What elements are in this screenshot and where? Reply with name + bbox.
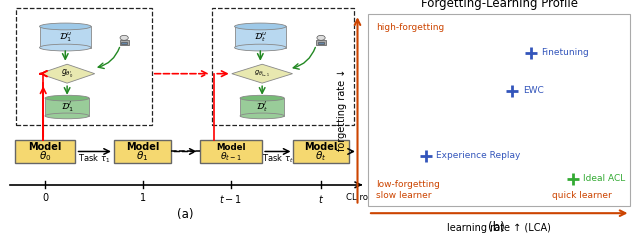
FancyBboxPatch shape bbox=[200, 140, 262, 163]
Polygon shape bbox=[40, 64, 95, 83]
Bar bbox=[235, 27, 286, 48]
Polygon shape bbox=[232, 64, 292, 83]
FancyBboxPatch shape bbox=[15, 140, 76, 163]
Ellipse shape bbox=[235, 23, 286, 30]
Text: Model: Model bbox=[126, 142, 159, 152]
Text: $t-1$: $t-1$ bbox=[220, 193, 243, 205]
Ellipse shape bbox=[235, 44, 286, 51]
Ellipse shape bbox=[40, 23, 91, 30]
Text: $\mathcal{D}_t^l$: $\mathcal{D}_t^l$ bbox=[256, 100, 268, 114]
Text: (a): (a) bbox=[177, 208, 193, 222]
Text: Finetuning: Finetuning bbox=[541, 48, 589, 57]
Bar bbox=[121, 42, 127, 44]
Text: Model: Model bbox=[216, 143, 246, 152]
Text: high-forgetting: high-forgetting bbox=[376, 23, 444, 32]
Text: forgetting rate ↓: forgetting rate ↓ bbox=[337, 69, 347, 151]
FancyBboxPatch shape bbox=[294, 140, 349, 163]
Text: $\theta_0$: $\theta_0$ bbox=[39, 149, 51, 163]
Text: 0: 0 bbox=[42, 193, 48, 203]
Text: Model: Model bbox=[28, 142, 61, 152]
Text: learning rate ↑ (LCA): learning rate ↑ (LCA) bbox=[447, 223, 551, 234]
Text: $g_{\theta_{t-1}^\prime}$: $g_{\theta_{t-1}^\prime}$ bbox=[254, 68, 270, 79]
Text: Task $\tau_t$: Task $\tau_t$ bbox=[262, 152, 294, 165]
Text: EWC: EWC bbox=[523, 86, 543, 95]
Ellipse shape bbox=[40, 44, 91, 51]
Ellipse shape bbox=[240, 113, 284, 119]
Circle shape bbox=[317, 35, 325, 40]
Bar bbox=[45, 98, 89, 116]
Text: Task $\tau_1$: Task $\tau_1$ bbox=[78, 152, 110, 165]
Text: Model: Model bbox=[305, 142, 338, 152]
Text: $\mathcal{D}_1^u$: $\mathcal{D}_1^u$ bbox=[59, 30, 72, 44]
Text: $\mathcal{D}_1^l$: $\mathcal{D}_1^l$ bbox=[61, 100, 74, 114]
Text: quick learner: quick learner bbox=[552, 191, 611, 201]
Title: Forgetting-Learning Profile: Forgetting-Learning Profile bbox=[420, 0, 578, 10]
Bar bbox=[316, 40, 326, 45]
Ellipse shape bbox=[45, 113, 89, 119]
Text: low-forgetting: low-forgetting bbox=[376, 180, 440, 189]
Text: $t$: $t$ bbox=[318, 193, 324, 205]
Ellipse shape bbox=[240, 95, 284, 101]
Bar bbox=[240, 98, 284, 116]
Bar bbox=[40, 27, 91, 48]
Bar bbox=[120, 40, 129, 45]
Ellipse shape bbox=[45, 95, 89, 101]
Text: $\theta_{t-1}$: $\theta_{t-1}$ bbox=[220, 150, 242, 163]
Text: Experience Replay: Experience Replay bbox=[436, 151, 520, 160]
Text: 1: 1 bbox=[140, 193, 146, 203]
Text: slow learner: slow learner bbox=[376, 191, 431, 201]
FancyBboxPatch shape bbox=[114, 140, 171, 163]
Text: CL round: CL round bbox=[346, 193, 385, 202]
Circle shape bbox=[120, 35, 128, 40]
Bar bbox=[212, 8, 354, 125]
Bar bbox=[15, 8, 152, 125]
Text: $\theta_t$: $\theta_t$ bbox=[316, 149, 327, 163]
Text: $\mathcal{D}_t^u$: $\mathcal{D}_t^u$ bbox=[254, 30, 267, 44]
Text: $g_{\theta_0^\prime}$: $g_{\theta_0^\prime}$ bbox=[61, 68, 73, 80]
Text: $\theta_1$: $\theta_1$ bbox=[136, 149, 148, 163]
Bar bbox=[318, 42, 324, 44]
Text: Ideal ACL: Ideal ACL bbox=[583, 174, 625, 183]
Text: (b): (b) bbox=[488, 221, 504, 234]
